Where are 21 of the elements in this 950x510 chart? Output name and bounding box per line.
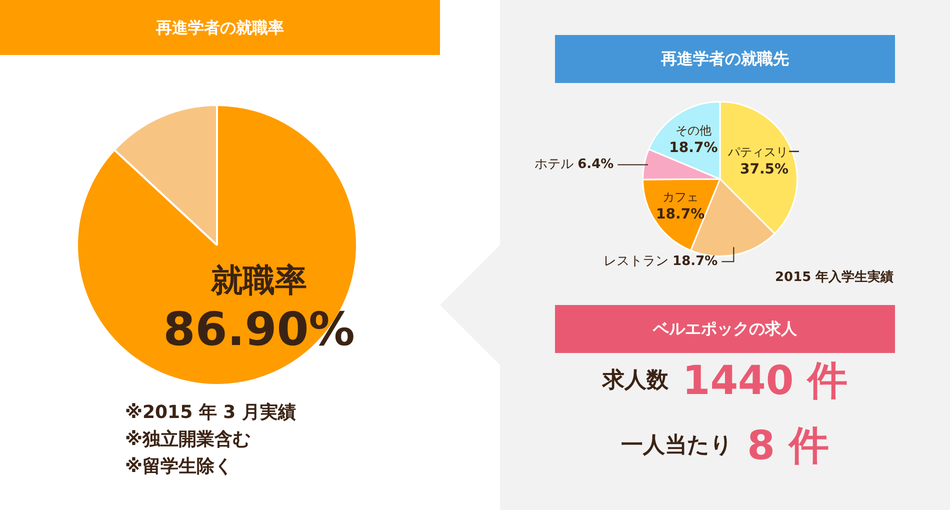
- data-label: 37.5%: [740, 161, 789, 178]
- text: ※留学生除く: [125, 455, 232, 479]
- text: 一人当たり: [621, 432, 734, 460]
- text: ※2015 年 3 月実績: [125, 401, 296, 425]
- slice-label: ホテル: [534, 157, 578, 172]
- text: ※独立開業含む: [125, 428, 250, 452]
- data-label: 18.7%: [656, 206, 705, 222]
- chart-title: 再進学者の就職率: [0, 0, 440, 55]
- slice-label: 就職率: [210, 261, 307, 300]
- slice-label: その他: [675, 123, 712, 138]
- text: 求人数: [602, 367, 668, 395]
- slice-label: カフェ: [662, 190, 698, 204]
- data-label: 18.7%: [669, 140, 718, 156]
- data-label: 18.7%: [672, 254, 718, 270]
- data-label: 6.4%: [578, 157, 614, 172]
- text: 2015 年入学生実績: [775, 268, 894, 286]
- text: 8 件: [747, 422, 829, 470]
- chart-title: 再進学者の就職先: [555, 35, 895, 83]
- text: 1440 件: [682, 356, 848, 406]
- text: ベルエポックの求人: [555, 305, 895, 353]
- slice-label: レストラン: [603, 254, 673, 270]
